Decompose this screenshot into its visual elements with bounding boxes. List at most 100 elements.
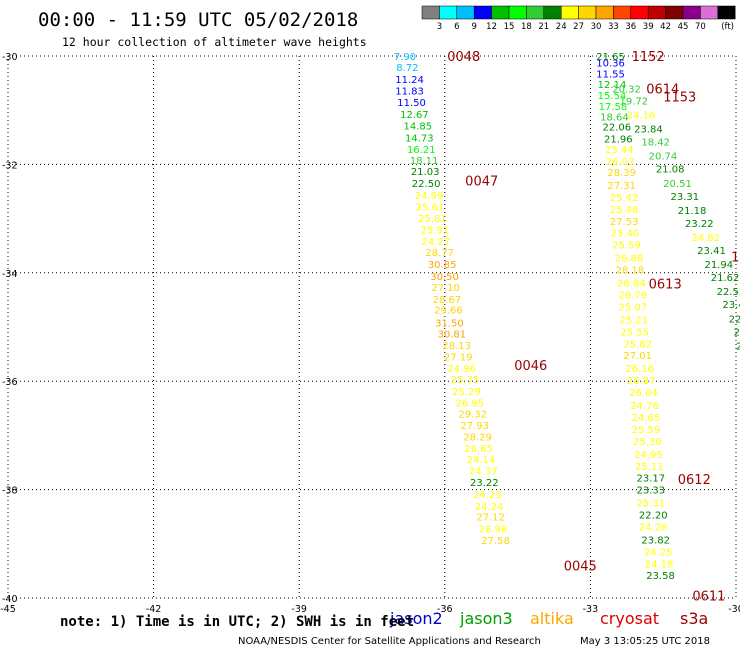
swh-value-label: 8.72 <box>396 63 418 74</box>
legend-entry: jason2 <box>389 609 443 628</box>
track-group: 21.6510.3611.5512.1415.5417.5818.6422.06… <box>596 50 725 604</box>
x-tick-label: -39 <box>291 604 307 615</box>
swh-value-label: 23.22 <box>685 219 714 230</box>
swh-value-label: 11.50 <box>397 98 426 109</box>
colorbar-tick-label: 42 <box>660 22 671 32</box>
satellite-tracks: 7.908.7211.2411.8311.5012.6714.8514.7316… <box>394 50 740 604</box>
colorbar-tick-label: 33 <box>608 22 619 32</box>
swh-value-label: 25.59 <box>612 241 641 252</box>
colorbar-tick-label: 6 <box>454 22 459 32</box>
y-tick-label: -32 <box>2 160 18 171</box>
colorbar-swatch <box>665 5 684 20</box>
swh-value-label: 12.67 <box>400 110 429 121</box>
swh-value-label: 29.32 <box>458 410 487 421</box>
colorbar-tick-label: 70 <box>695 22 706 32</box>
swh-value-label: 27.01 <box>623 351 652 362</box>
swh-value-label: 16.21 <box>407 145 436 156</box>
swh-value-label: 20.32 <box>612 85 641 96</box>
swh-value-label: 25.55 <box>620 327 649 338</box>
swh-value-label: 24.76 <box>630 401 659 412</box>
time-label: 0046 <box>514 359 547 374</box>
legend-entry: jason3 <box>459 609 513 628</box>
swh-value-label: 18.64 <box>600 113 629 124</box>
swh-value-label: 22.55 <box>717 287 740 298</box>
swh-value-label: 24.96 <box>447 364 476 375</box>
swh-value-label: 25.75 <box>451 375 480 386</box>
swh-value-label: 21.94 <box>704 260 733 271</box>
swh-value-label: 26.04 <box>629 388 658 399</box>
axis-ticks: -30 -32 -34 -36 -38 -40-45 -42 -39 -36 -33 -30 <box>0 52 740 615</box>
swh-value-label: 27.53 <box>610 217 639 228</box>
swh-value-label: 14.85 <box>404 121 433 132</box>
colorbar-swatch <box>578 5 597 20</box>
x-tick-label: -42 <box>146 604 162 615</box>
swh-value-label: 19.72 <box>620 96 649 107</box>
colorbar-swatch <box>491 5 510 20</box>
swh-value-label: 27.10 <box>431 283 460 294</box>
swh-value-label: 10.36 <box>596 59 625 70</box>
swh-value-label: 25.42 <box>610 193 639 204</box>
swh-value-label: 7.90 <box>394 52 416 63</box>
swh-value-label: 30.85 <box>428 260 457 271</box>
colorbar-swatch <box>508 5 527 20</box>
colorbar-unit-label: (ft) <box>721 22 734 32</box>
swh-value-label: 18.11 <box>410 156 439 167</box>
swh-value-label: 28.29 <box>463 432 492 443</box>
swh-value-label: 27.58 <box>481 536 510 547</box>
colorbar-swatch <box>560 5 579 20</box>
colorbar-tick-label: 39 <box>643 22 654 32</box>
colorbar-swatch <box>630 5 649 20</box>
swh-value-label: 23.58 <box>646 571 675 582</box>
swh-value-label: 25.48 <box>610 205 639 216</box>
legend-entry: cryosat <box>600 609 659 628</box>
time-label: 0612 <box>678 473 711 488</box>
swh-value-label: 31.50 <box>435 319 464 330</box>
colorbar-tick-label: 30 <box>591 22 602 32</box>
swh-value-label: 23.82 <box>641 535 670 546</box>
swh-value-label: 24.27 <box>422 237 451 248</box>
swh-value-label: 26.65 <box>464 444 493 455</box>
swh-value-label: 24.82 <box>691 233 720 244</box>
swh-value-label: 26.87 <box>627 376 656 387</box>
swh-value-label: 24.65 <box>632 413 661 424</box>
x-tick-label: -30 <box>728 604 740 615</box>
swh-value-label: 24.99 <box>415 191 444 202</box>
swh-value-label: 23.43 <box>722 300 740 311</box>
swh-value-label: 26.88 <box>615 254 644 265</box>
grid-lines <box>7 55 737 599</box>
swh-value-label: 24.28 <box>639 522 668 533</box>
colorbar-tick-label: 27 <box>573 22 584 32</box>
swh-value-label: 25.82 <box>623 339 652 350</box>
colorbar-swatch <box>717 5 736 20</box>
swh-value-label: 26.95 <box>455 398 484 409</box>
colorbar-swatch <box>543 5 562 20</box>
colorbar-tick-label: 36 <box>625 22 636 32</box>
time-label: 0613 <box>649 278 682 293</box>
swh-value-label: 29.66 <box>434 306 463 317</box>
footer-timestamp: May 3 13:05:25 UTC 2018 <box>580 636 710 647</box>
swh-value-label: 28.67 <box>433 295 462 306</box>
swh-value-label: 28.13 <box>442 341 471 352</box>
swh-value-label: 21.08 <box>656 165 685 176</box>
colorbar-swatch <box>595 5 614 20</box>
swh-value-label: 27.19 <box>444 352 473 363</box>
swh-value-label: 20.74 <box>649 152 678 163</box>
colorbar-swatch <box>456 5 475 20</box>
swh-value-label: 23.22 <box>470 478 499 489</box>
swh-value-label: 23.84 <box>634 125 663 136</box>
colorbar-swatch <box>647 5 666 20</box>
swh-value-label: 26.84 <box>617 279 646 290</box>
swh-value-label: 28.77 <box>425 248 454 259</box>
x-tick-label: -33 <box>583 604 599 615</box>
colorbar-tick-label: 21 <box>538 22 549 32</box>
swh-value-label: 27.12 <box>476 513 505 524</box>
legend-entry: s3a <box>680 609 708 628</box>
swh-value-label: 11.24 <box>395 75 424 86</box>
colorbar-tick-label: 15 <box>504 22 515 32</box>
time-label: 0614 <box>646 83 679 98</box>
swh-value-label: 28.39 <box>607 168 636 179</box>
swh-value-label: 25.40 <box>611 229 640 240</box>
swh-value-label: 27.31 <box>607 181 636 192</box>
swh-value-label: 23.31 <box>670 192 699 203</box>
